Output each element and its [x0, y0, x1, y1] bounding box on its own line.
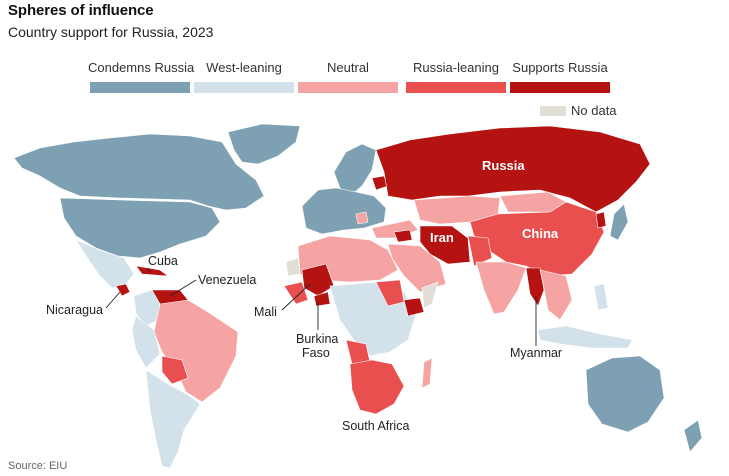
india: [475, 261, 527, 315]
legend-swatch: [194, 82, 294, 93]
legend-swatch: [90, 82, 190, 93]
west-sahara: [285, 257, 301, 277]
western-europe: [301, 187, 387, 235]
united-states: [59, 197, 221, 259]
iran-region: [419, 225, 471, 265]
brazil: [153, 299, 239, 403]
australia: [585, 355, 665, 433]
leader-cuba: [147, 267, 151, 273]
afghanistan-pakistan: [467, 235, 493, 267]
leader-venezuela: [169, 279, 197, 297]
legend-swatch: [510, 82, 610, 93]
label-cuba: Cuba: [148, 254, 178, 268]
label-nicaragua: Nicaragua: [46, 303, 103, 317]
legend-item-neutral: Neutral: [296, 60, 400, 93]
mali-region: [301, 263, 335, 297]
legend-label: Condemns Russia: [88, 60, 195, 75]
legend-swatch: [298, 82, 398, 93]
somalia: [421, 281, 439, 309]
legend-label: West-leaning: [206, 60, 282, 75]
syria-region: [393, 229, 413, 243]
japan: [609, 203, 629, 241]
label-iran: Iran: [430, 230, 454, 245]
label-mali: Mali: [254, 305, 277, 319]
greenland: [227, 123, 301, 165]
leader-mali: [281, 283, 311, 311]
madagascar: [421, 357, 433, 389]
label-russia: Russia: [482, 158, 525, 173]
philippines: [593, 283, 609, 311]
cuba-region: [135, 265, 170, 277]
russia-region: [375, 125, 651, 213]
legend-item-supports: Supports Russia: [508, 60, 612, 93]
legend-swatch-no-data: [540, 106, 566, 116]
central-africa: [329, 281, 417, 357]
legend-item-condemns: Condemns Russia: [88, 60, 195, 93]
new-zealand: [683, 419, 703, 453]
leader-nicaragua: [105, 291, 121, 309]
bolivia: [161, 355, 189, 385]
label-venezuela: Venezuela: [198, 273, 256, 287]
legend-no-data: No data: [540, 103, 617, 118]
north-korea: [595, 211, 607, 229]
peru: [131, 315, 161, 369]
legend-label: Supports Russia: [512, 60, 608, 75]
label-myanmar: Myanmar: [510, 346, 562, 360]
label-china: China: [522, 226, 559, 241]
label-south-africa: South Africa: [342, 419, 409, 433]
chart-subtitle: Country support for Russia, 2023: [8, 24, 214, 40]
legend-no-data-label: No data: [571, 103, 617, 118]
source-note: Source: EIU: [8, 460, 68, 472]
argentina-chile: [145, 369, 201, 469]
sudan: [375, 279, 405, 307]
indonesia: [537, 325, 633, 349]
label-burkina-faso-line1: Burkina: [296, 332, 338, 346]
legend-item-russia-leaning: Russia-leaning: [404, 60, 508, 93]
scandinavia: [333, 143, 377, 197]
myanmar-region: [525, 267, 545, 307]
canada: [13, 133, 265, 211]
ethiopia-region: [403, 297, 425, 317]
chart-title: Spheres of influence: [8, 2, 154, 19]
west-africa-coast: [283, 281, 309, 305]
legend-label: Russia-leaning: [413, 60, 499, 75]
southern-africa: [349, 359, 405, 415]
label-burkina-faso-line2: Faso: [302, 346, 330, 360]
legend-label: Neutral: [327, 60, 369, 75]
serbia-region: [355, 211, 369, 225]
legend-swatch: [406, 82, 506, 93]
legend-item-west-leaning: West-leaning: [192, 60, 296, 93]
southeast-asia: [539, 269, 573, 321]
